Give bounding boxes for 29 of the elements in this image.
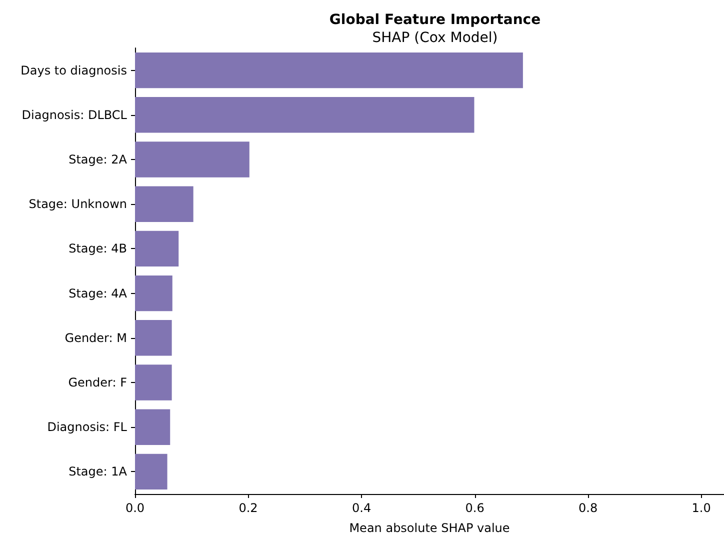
bar xyxy=(135,230,179,267)
x-tick-label: 0.8 xyxy=(578,501,598,515)
x-tick-label: 0.6 xyxy=(465,501,484,515)
bar xyxy=(135,52,523,88)
bar xyxy=(135,409,170,445)
x-tick-label: 0.0 xyxy=(125,501,145,515)
y-tick-label: Diagnosis: DLBCL xyxy=(22,108,128,122)
bar xyxy=(135,142,250,178)
y-tick-label: Gender: M xyxy=(64,330,127,345)
bar xyxy=(135,186,194,222)
y-tick-label: Stage: 2A xyxy=(68,152,128,166)
y-tick-label: Gender: F xyxy=(68,376,128,390)
x-tick-label: 0.4 xyxy=(352,501,372,515)
y-tick-label: Stage: 1A xyxy=(68,464,128,479)
bar xyxy=(135,320,172,356)
y-tick-label: Diagnosis: FL xyxy=(47,420,128,434)
y-tick-label: Stage: 4A xyxy=(68,286,128,300)
chart-subtitle: SHAP (Cox Model) xyxy=(372,30,498,46)
x-tick-label: 0.2 xyxy=(238,501,258,515)
y-tick-label: Stage: Unknown xyxy=(28,197,127,212)
bar xyxy=(135,275,172,312)
y-tick-label: Stage: 4B xyxy=(68,242,127,256)
x-tick-label: 1.0 xyxy=(692,501,711,515)
bar xyxy=(135,364,172,400)
chart-title: Global Feature Importance xyxy=(329,12,541,28)
x-axis-title: Mean absolute SHAP value xyxy=(349,521,510,535)
y-tick-label: Days to diagnosis xyxy=(20,63,127,78)
bar xyxy=(135,454,168,490)
bar xyxy=(135,97,474,133)
